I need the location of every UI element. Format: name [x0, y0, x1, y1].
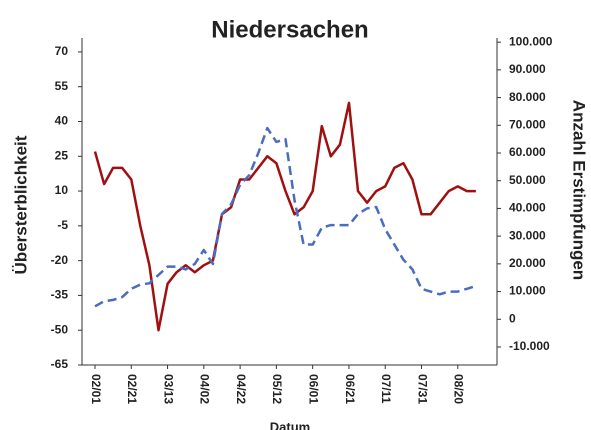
- x-tick-label: 03/13: [161, 374, 175, 404]
- y2-tick-label: 30.000: [509, 228, 546, 242]
- x-tick-label: 07/31: [415, 374, 429, 404]
- y-tick-label: -65: [51, 357, 69, 371]
- y2-tick-label: -10.000: [509, 339, 550, 353]
- series-line: [94, 126, 477, 308]
- x-tick-label: 04/02: [198, 374, 212, 404]
- series-line: [93, 101, 476, 332]
- x-tick-label: 02/21: [125, 374, 139, 404]
- x-tick-label: 06/21: [343, 374, 357, 404]
- y-tick-label: -35: [51, 288, 69, 302]
- y2-tick-label: 10.000: [509, 284, 546, 298]
- y2-tick-label: 90.000: [509, 62, 546, 76]
- x-tick-label: 08/20: [452, 374, 466, 404]
- x-tick-label: 05/12: [270, 374, 284, 404]
- y2-tick-label: 50.000: [509, 173, 546, 187]
- y2-tick-label: 0: [509, 311, 516, 325]
- y-tick-label: -20: [51, 253, 69, 267]
- x-tick-label: 04/22: [234, 374, 248, 404]
- y-axis-label: Übersterblichkeit: [11, 135, 30, 274]
- chart-title: Niedersachen: [211, 16, 368, 43]
- y-tick-label: 55: [55, 79, 69, 93]
- y2-axis-label: Anzahl Erstimpfungen: [570, 100, 589, 280]
- y2-tick-label: 20.000: [509, 256, 546, 270]
- x-tick-label: 02/01: [89, 374, 103, 404]
- y2-tick-label: 100.000: [509, 34, 553, 48]
- y-tick-label: 70: [55, 44, 69, 58]
- y2-tick-label: 60.000: [509, 145, 546, 159]
- y2-tick-label: 80.000: [509, 90, 546, 104]
- x-axis-label: Datum: [270, 419, 310, 430]
- x-tick-label: 07/11: [379, 374, 393, 404]
- y-tick-label: 25: [55, 148, 69, 162]
- y-tick-label: 40: [55, 114, 69, 128]
- y2-tick-label: 70.000: [509, 117, 546, 131]
- y2-tick-label: 40.000: [509, 201, 546, 215]
- x-tick-label: 06/01: [307, 374, 321, 404]
- y-tick-label: -50: [51, 322, 69, 336]
- y-tick-label: 10: [55, 183, 69, 197]
- y-tick-label: -5: [57, 218, 68, 232]
